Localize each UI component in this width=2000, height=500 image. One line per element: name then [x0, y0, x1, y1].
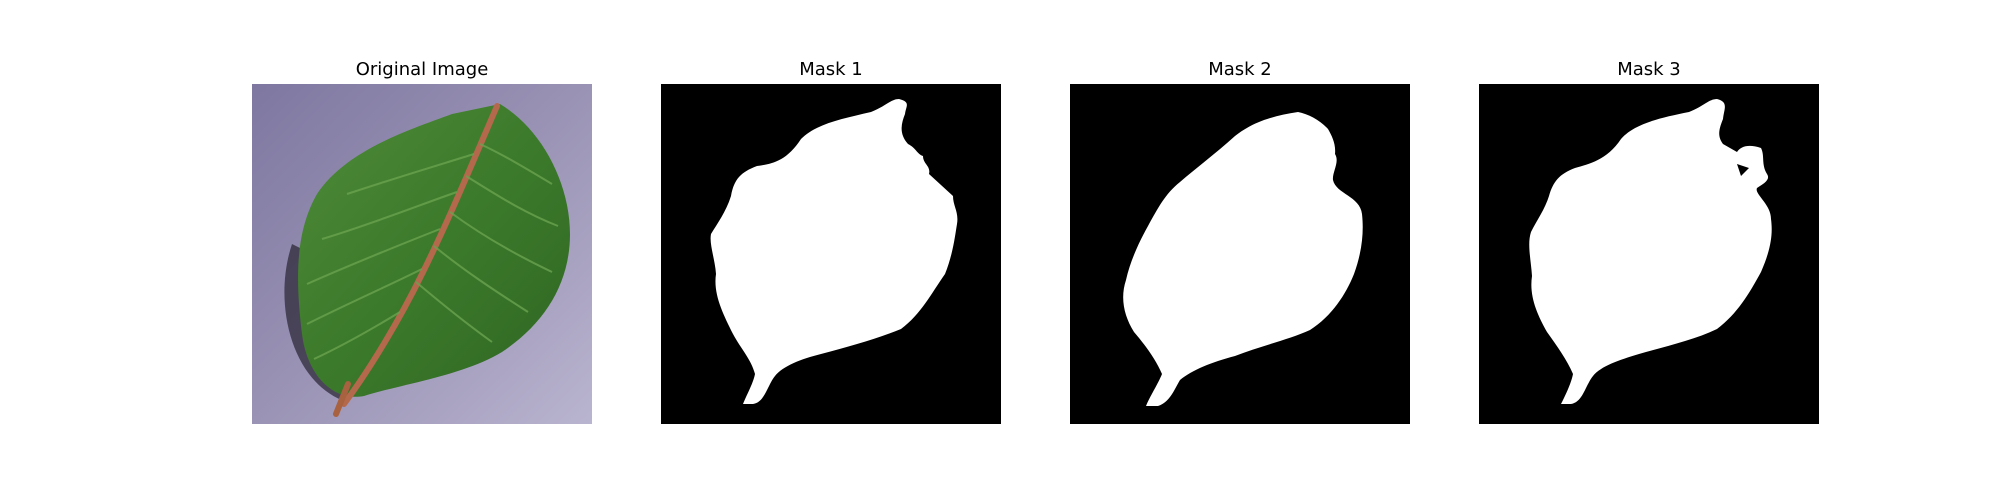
panel-mask-2: Mask 2 — [1070, 0, 1410, 500]
mask-image — [1479, 84, 1819, 424]
panel-mask-3: Mask 3 — [1479, 0, 1819, 500]
panel-title: Mask 1 — [799, 59, 863, 80]
panel-original-image: Original Image — [252, 0, 592, 500]
panel-title: Original Image — [355, 59, 489, 80]
panel-title: Mask 3 — [1617, 59, 1681, 80]
panel-mask-1: Mask 1 — [661, 0, 1001, 500]
mask-image — [1070, 84, 1410, 424]
panel-title: Mask 2 — [1208, 59, 1272, 80]
mask-image — [661, 84, 1001, 424]
leaf-photo — [252, 84, 592, 424]
